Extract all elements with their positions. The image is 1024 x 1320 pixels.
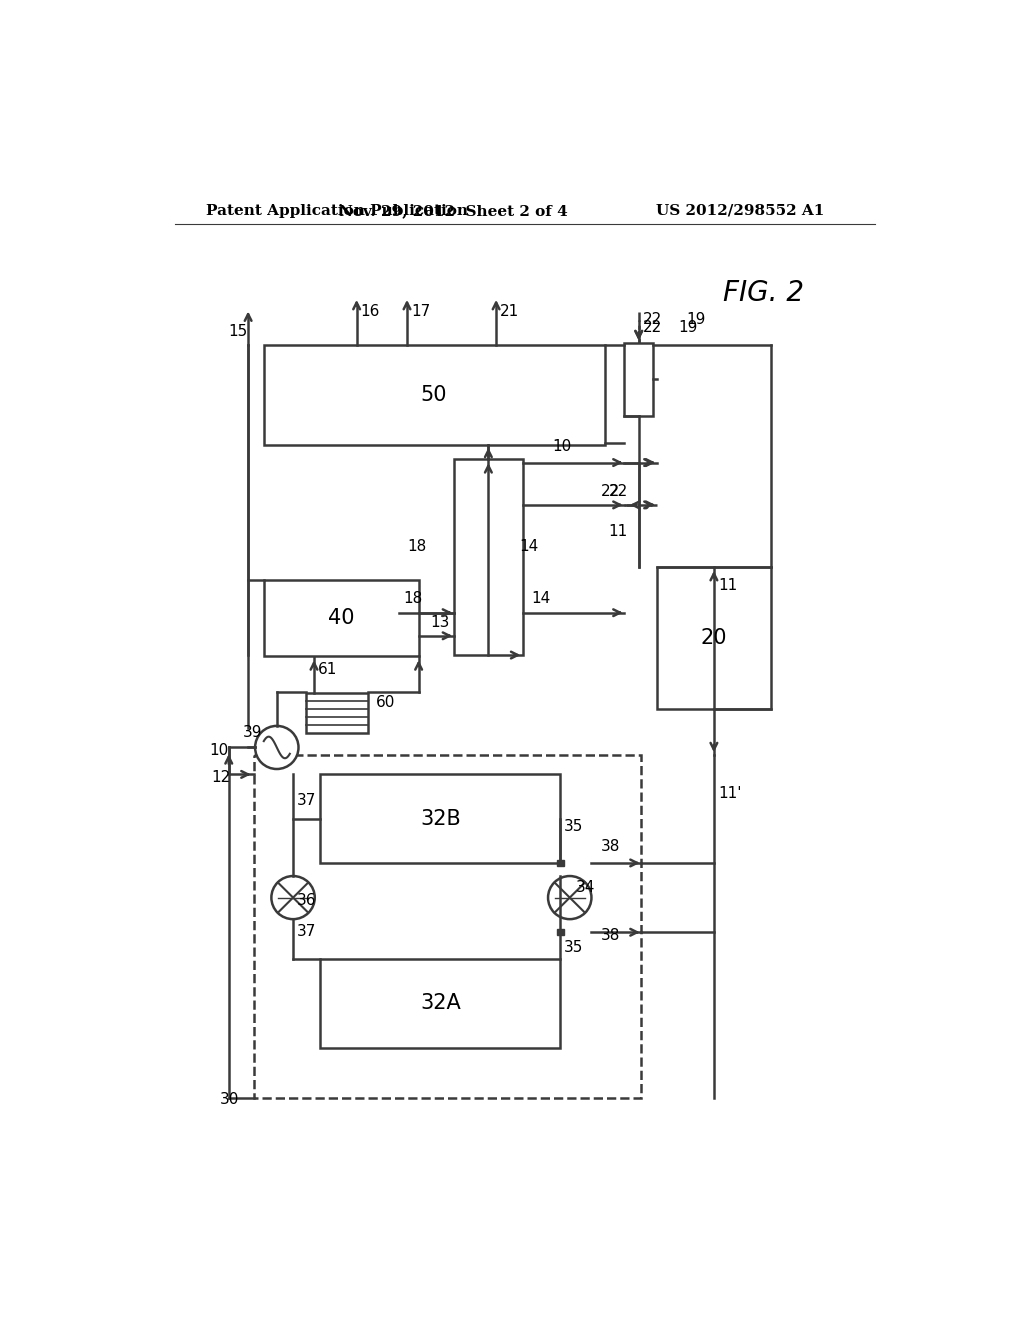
Bar bbox=[624, 343, 653, 416]
Text: 17: 17 bbox=[411, 304, 430, 319]
Text: 12: 12 bbox=[212, 770, 231, 785]
Text: 18: 18 bbox=[403, 591, 422, 606]
Text: 11: 11 bbox=[608, 524, 628, 539]
Text: 18: 18 bbox=[407, 539, 426, 554]
Text: 15: 15 bbox=[228, 323, 248, 338]
Text: 14: 14 bbox=[519, 539, 539, 554]
Text: 61: 61 bbox=[317, 663, 337, 677]
Text: 13: 13 bbox=[430, 615, 450, 630]
Text: 35: 35 bbox=[563, 818, 583, 834]
Text: 37: 37 bbox=[297, 924, 316, 939]
Bar bbox=[454, 459, 523, 655]
Text: 21: 21 bbox=[500, 304, 519, 319]
Text: 32B: 32B bbox=[420, 809, 461, 829]
Circle shape bbox=[271, 876, 314, 919]
Text: 22: 22 bbox=[643, 319, 663, 335]
Text: 35: 35 bbox=[563, 940, 583, 954]
Text: 14: 14 bbox=[531, 591, 550, 606]
Bar bbox=[557, 929, 563, 936]
Text: Nov. 29, 2012  Sheet 2 of 4: Nov. 29, 2012 Sheet 2 of 4 bbox=[339, 203, 568, 218]
Text: 60: 60 bbox=[376, 694, 395, 710]
Bar bbox=[321, 775, 560, 863]
Text: 10: 10 bbox=[553, 440, 572, 454]
Bar bbox=[306, 693, 369, 733]
Text: 19: 19 bbox=[686, 312, 706, 327]
Text: FIG. 2: FIG. 2 bbox=[723, 279, 804, 308]
Bar bbox=[656, 566, 771, 709]
Text: Patent Application Publication: Patent Application Publication bbox=[206, 203, 468, 218]
Text: 19: 19 bbox=[678, 319, 697, 335]
Text: 37: 37 bbox=[297, 793, 316, 808]
Text: 22: 22 bbox=[608, 483, 628, 499]
Text: 32A: 32A bbox=[420, 994, 461, 1014]
Bar bbox=[263, 345, 604, 445]
Text: US 2012/298552 A1: US 2012/298552 A1 bbox=[656, 203, 824, 218]
Text: 38: 38 bbox=[601, 928, 621, 942]
Text: 10: 10 bbox=[209, 743, 228, 758]
Text: 11': 11' bbox=[719, 785, 742, 800]
Circle shape bbox=[255, 726, 299, 770]
Text: 20: 20 bbox=[700, 628, 727, 648]
Text: 22: 22 bbox=[601, 483, 620, 499]
Text: 16: 16 bbox=[360, 304, 380, 319]
Text: 34: 34 bbox=[575, 880, 595, 895]
Text: 39: 39 bbox=[243, 726, 262, 741]
Text: 50: 50 bbox=[421, 385, 447, 405]
Bar bbox=[254, 755, 641, 1098]
Circle shape bbox=[548, 876, 592, 919]
Text: 11: 11 bbox=[719, 578, 738, 593]
Text: 36: 36 bbox=[297, 894, 316, 908]
Text: 38: 38 bbox=[601, 840, 621, 854]
Text: 22: 22 bbox=[643, 312, 663, 327]
Bar bbox=[557, 859, 563, 866]
Bar bbox=[321, 960, 560, 1048]
Text: 30: 30 bbox=[219, 1092, 239, 1107]
Bar bbox=[263, 581, 419, 656]
Text: 40: 40 bbox=[328, 609, 354, 628]
